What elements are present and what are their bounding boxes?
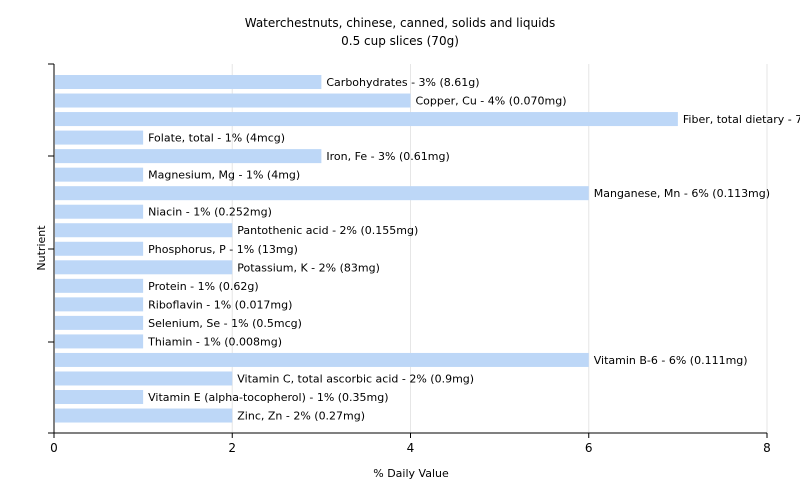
- bar-label: Thiamin - 1% (0.008mg): [147, 335, 282, 348]
- x-tick-label: 8: [763, 441, 771, 455]
- bar: [55, 241, 144, 256]
- y-axis-title: Nutrient: [35, 225, 48, 271]
- bar: [55, 371, 233, 386]
- axes-group: 0 2 4 6 8: [48, 63, 771, 455]
- bar: [55, 390, 144, 405]
- bar-label: Vitamin E (alpha-tocopherol) - 1% (0.35m…: [148, 391, 388, 404]
- bar: [55, 204, 144, 219]
- bar: [55, 352, 589, 367]
- bar: [55, 93, 411, 108]
- bar-label: Iron, Fe - 3% (0.61mg): [326, 150, 449, 163]
- bar-label: Copper, Cu - 4% (0.070mg): [416, 95, 567, 108]
- bar-label: Pantothenic acid - 2% (0.155mg): [237, 224, 418, 237]
- bar: [55, 130, 144, 145]
- bar-label: Niacin - 1% (0.252mg): [148, 206, 272, 219]
- bar: [55, 297, 144, 312]
- x-tick-label: 0: [50, 441, 58, 455]
- bar-label: Vitamin C, total ascorbic acid - 2% (0.9…: [237, 372, 474, 385]
- bar: [55, 408, 233, 423]
- bar: [55, 167, 144, 182]
- bar-label: Selenium, Se - 1% (0.5mcg): [148, 317, 302, 330]
- bar: [55, 112, 678, 127]
- x-tick-label: 2: [228, 441, 236, 455]
- bar-label: Carbohydrates - 3% (8.61g): [326, 76, 479, 89]
- bar-label: Protein - 1% (0.62g): [148, 280, 259, 293]
- chart-title: Waterchestnuts, chinese, canned, solids …: [245, 16, 556, 30]
- chart-subtitle: 0.5 cup slices (70g): [341, 34, 459, 48]
- bar-label: Folate, total - 1% (4mcg): [148, 132, 285, 145]
- bars-group: Carbohydrates - 3% (8.61g) Copper, Cu - 4…: [55, 75, 800, 423]
- bar: [55, 260, 233, 275]
- bar: [55, 315, 144, 330]
- bar-label: Potassium, K - 2% (83mg): [237, 261, 380, 274]
- x-tick-label: 4: [407, 441, 415, 455]
- bar: [55, 186, 589, 201]
- x-tick-label: 6: [585, 441, 593, 455]
- bar: [55, 223, 233, 238]
- bar-label: Magnesium, Mg - 1% (4mg): [148, 169, 300, 182]
- bar: [55, 278, 144, 293]
- bar: [55, 75, 322, 89]
- bar: [55, 334, 144, 349]
- bar-label: Manganese, Mn - 6% (0.113mg): [594, 187, 770, 200]
- bar-label: Vitamin B-6 - 6% (0.111mg): [594, 354, 748, 367]
- bar-label: Fiber, total dietary - 7% (1.8g): [683, 113, 800, 126]
- bar-label: Riboflavin - 1% (0.017mg): [148, 298, 292, 311]
- bar-label: Zinc, Zn - 2% (0.27mg): [237, 410, 365, 423]
- x-axis-title: % Daily Value: [373, 467, 449, 480]
- bar: [55, 149, 322, 164]
- bar-label: Phosphorus, P - 1% (13mg): [148, 243, 298, 256]
